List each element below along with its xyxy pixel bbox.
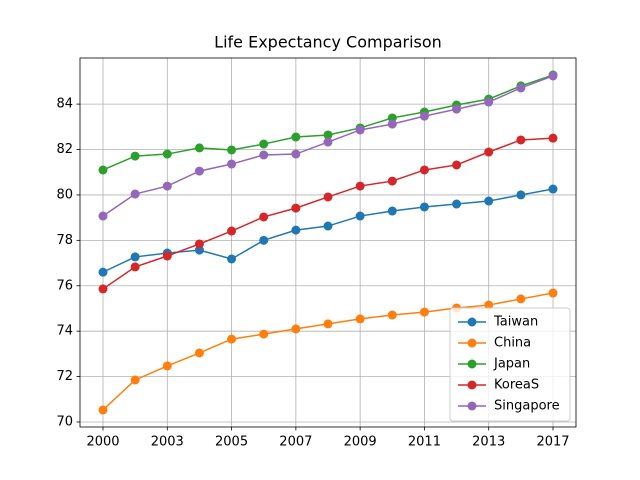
data-point (484, 300, 494, 310)
x-tick-label: 2017 (536, 435, 569, 450)
x-tick-label: 2007 (279, 435, 312, 450)
data-point (484, 147, 494, 157)
legend-marker (467, 338, 477, 348)
x-tick-label: 2013 (472, 435, 505, 450)
y-tick-label: 84 (56, 97, 73, 112)
x-tick-label: 2000 (86, 435, 119, 450)
legend-label: Taiwan (493, 315, 538, 330)
data-point (194, 143, 204, 153)
data-point (548, 71, 558, 81)
chart-title: Life Expectancy Comparison (214, 33, 442, 52)
plot-frame (79, 57, 577, 428)
legend-label: Singapore (494, 399, 560, 414)
data-point (516, 135, 526, 145)
data-point (516, 83, 526, 93)
data-point (130, 252, 140, 262)
data-point (130, 262, 140, 272)
data-point (355, 314, 365, 324)
data-point (548, 133, 558, 143)
data-point (387, 206, 397, 216)
data-point (227, 254, 237, 264)
data-point (419, 111, 429, 121)
legend-marker (467, 401, 477, 411)
data-point (291, 225, 301, 235)
legend-label: KoreaS (494, 378, 539, 393)
data-point (419, 165, 429, 175)
data-point (387, 310, 397, 320)
x-tick-label: 2011 (408, 435, 441, 450)
data-point (516, 190, 526, 200)
data-point (516, 294, 526, 304)
legend-marker (467, 380, 477, 390)
data-point (98, 267, 108, 277)
data-point (291, 203, 301, 213)
data-point (419, 202, 429, 212)
data-point (98, 405, 108, 415)
data-point (162, 149, 172, 159)
x-tick-label: 2005 (215, 435, 248, 450)
data-point (259, 212, 269, 222)
y-tick-label: 80 (56, 187, 73, 202)
data-point (548, 184, 558, 194)
data-point (259, 329, 269, 339)
data-point (98, 284, 108, 294)
data-point (387, 176, 397, 186)
data-point (419, 307, 429, 317)
data-point (162, 251, 172, 261)
data-point (323, 319, 333, 329)
data-point (355, 125, 365, 135)
data-point (194, 348, 204, 358)
data-point (323, 192, 333, 202)
data-point (227, 334, 237, 344)
data-point (162, 361, 172, 371)
data-point (130, 189, 140, 199)
data-point (130, 375, 140, 385)
data-point (355, 181, 365, 191)
data-point (98, 165, 108, 175)
data-point (323, 221, 333, 231)
y-tick-label: 72 (56, 369, 73, 384)
data-point (227, 145, 237, 155)
y-tick-label: 70 (56, 415, 73, 430)
data-point (291, 132, 301, 142)
legend-box (449, 307, 571, 422)
legend-marker (467, 317, 477, 327)
data-point (484, 97, 494, 107)
y-tick-label: 78 (56, 233, 73, 248)
data-point (227, 226, 237, 236)
data-point (452, 199, 462, 209)
y-tick-label: 74 (56, 324, 73, 339)
data-point (548, 288, 558, 298)
y-tick-label: 76 (56, 278, 73, 293)
x-tick-label: 2009 (344, 435, 377, 450)
x-tick-label: 2003 (151, 435, 184, 450)
legend-marker (467, 359, 477, 369)
y-tick-label: 82 (56, 142, 73, 157)
data-point (387, 119, 397, 129)
data-point (130, 151, 140, 161)
data-point (259, 150, 269, 160)
data-point (323, 130, 333, 140)
data-point (162, 181, 172, 191)
data-point (291, 324, 301, 334)
data-point (355, 211, 365, 221)
data-point (323, 137, 333, 147)
data-point (98, 211, 108, 221)
legend-label: Japan (493, 357, 530, 372)
legend: Taiwan China Japan KoreaS Singapore (449, 307, 571, 422)
data-point (484, 196, 494, 206)
legend-label: China (494, 336, 531, 351)
data-point (194, 166, 204, 176)
data-point (452, 104, 462, 114)
data-point (452, 160, 462, 170)
data-point (227, 159, 237, 169)
data-point (259, 139, 269, 149)
data-point (259, 235, 269, 245)
data-point (194, 239, 204, 249)
data-point (291, 149, 301, 159)
